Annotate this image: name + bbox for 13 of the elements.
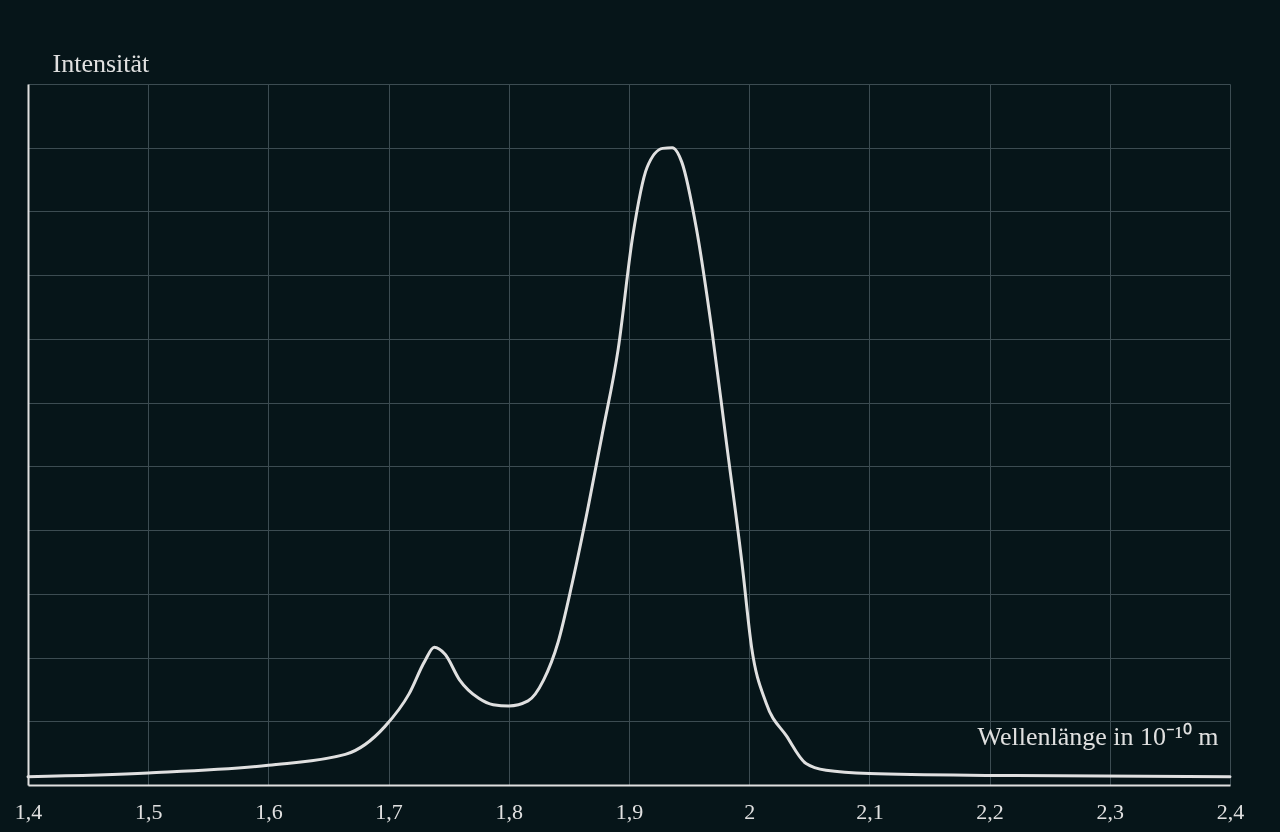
x-tick-label: 1,4 <box>14 798 43 824</box>
x-axis-title: Wellenlänge in 10⁻¹⁰ m <box>977 721 1219 751</box>
x-tick-label: 2 <box>744 798 756 824</box>
y-axis-title: Intensität <box>52 48 151 78</box>
x-tick-label: 1,6 <box>255 798 283 824</box>
x-tick-label: 2,4 <box>1216 798 1245 824</box>
x-tick-label: 1,7 <box>375 798 403 824</box>
x-tick-label: 1,9 <box>615 798 644 824</box>
x-tick-label: 2,2 <box>976 798 1004 824</box>
x-tick-label: 1,5 <box>134 798 163 824</box>
x-tick-label: 1,8 <box>495 798 524 824</box>
x-tick-label: 2,3 <box>1096 798 1125 824</box>
x-tick-label: 2,1 <box>856 798 884 824</box>
